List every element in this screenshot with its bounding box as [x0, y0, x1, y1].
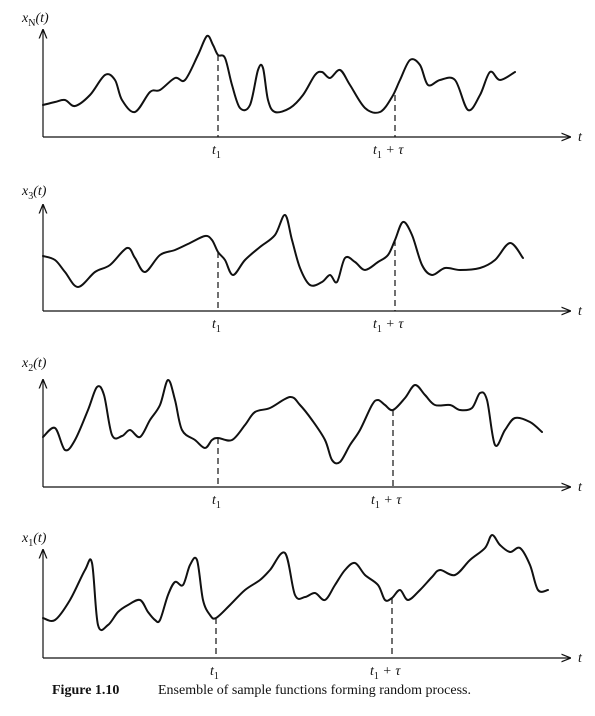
panel-label-rest: (t) — [33, 184, 47, 199]
caption-text: Ensemble of sample functions forming ran… — [158, 683, 471, 698]
panel-label-base: x — [21, 184, 29, 199]
t1-label-sub: 1 — [214, 671, 219, 682]
t2-label-base: t — [373, 317, 378, 332]
panel-label: x1(t) — [21, 531, 47, 549]
sample-function — [42, 379, 543, 465]
panel-label-base: x — [21, 356, 29, 371]
t1-label: t1 — [212, 143, 221, 161]
panel-label-rest: (t) — [33, 356, 47, 371]
t2-label-rest: + τ — [380, 493, 402, 508]
axis-label: t — [578, 304, 583, 319]
panel-label-rest: (t) — [35, 11, 49, 26]
axis-label: t — [578, 651, 583, 666]
t2-label-base: t — [370, 664, 375, 679]
t2-label: t1 + τ — [370, 664, 401, 682]
t2-label: t1 + τ — [373, 143, 404, 161]
t1-label-base: t — [212, 493, 217, 508]
t1-label-sub: 1 — [216, 324, 221, 335]
t2-label-sub: 1 — [377, 324, 382, 335]
panel-label-sub: 3 — [28, 191, 33, 202]
panel-label-base: x — [21, 11, 29, 26]
panel-label-base: x — [21, 531, 29, 546]
panel-label: x2(t) — [21, 356, 47, 374]
t1-label-base: t — [212, 317, 217, 332]
t1-label: t1 — [212, 317, 221, 335]
axis-label: t — [578, 480, 583, 495]
t1-label: t1 — [212, 493, 221, 511]
t1-label-sub: 1 — [216, 150, 221, 161]
panel-label: xN(t) — [21, 11, 49, 29]
t2-label-base: t — [371, 493, 376, 508]
panel-label: x3(t) — [21, 184, 47, 202]
t2-label-rest: + τ — [382, 143, 404, 158]
t2-label-sub: 1 — [377, 150, 382, 161]
panel-label-sub: 1 — [28, 538, 33, 549]
panel-label-rest: (t) — [33, 531, 47, 546]
t2-label-sub: 1 — [375, 500, 380, 511]
t2-label: t1 + τ — [373, 317, 404, 335]
t2-label-base: t — [373, 143, 378, 158]
sample-function — [42, 534, 549, 632]
axis-label: t — [578, 130, 583, 145]
t1-label-base: t — [210, 664, 215, 679]
panel-label-sub: N — [28, 18, 35, 29]
sample-function — [42, 34, 516, 114]
t1-label-base: t — [212, 143, 217, 158]
sample-function — [42, 213, 524, 288]
t2-label-rest: + τ — [379, 664, 401, 679]
t1-label-sub: 1 — [216, 500, 221, 511]
t2-label-sub: 1 — [374, 671, 379, 682]
caption-number: Figure 1.10 — [52, 683, 119, 698]
t1-label: t1 — [210, 664, 219, 682]
t2-label-rest: + τ — [382, 317, 404, 332]
panel-label-sub: 2 — [28, 363, 33, 374]
t2-label: t1 + τ — [371, 493, 402, 511]
